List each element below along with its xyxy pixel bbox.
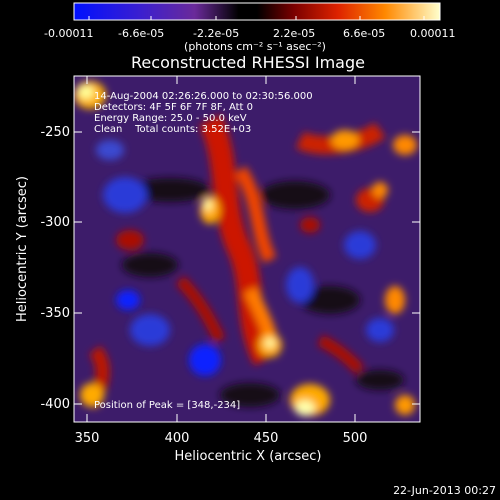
y-tick-label: -400 [40, 397, 70, 412]
colorbar-units-label: (photons cm⁻² s⁻¹ asec⁻²) [184, 40, 326, 53]
energy-range-annotation: Energy Range: 25.0 - 50.0 keV [94, 113, 247, 124]
colorbar-tick-label: 0.00011 [410, 27, 456, 40]
x-axis-ticks [86, 76, 356, 422]
y-axis-label: Heliocentric Y (arcsec) [15, 176, 30, 322]
x-tick-label: 350 [75, 431, 100, 446]
colorbar-tick-label: 2.2e-05 [273, 27, 315, 40]
time-range-annotation: 14-Aug-2004 02:26:26.000 to 02:30:56.000 [94, 91, 313, 102]
clean-counts-annotation: Clean Total counts: 3.52E+03 [94, 124, 251, 135]
x-tick-label: 450 [254, 431, 279, 446]
colorbar [73, 2, 441, 21]
y-tick-label: -300 [40, 215, 70, 230]
plot-title: Reconstructed RHESSI Image [131, 53, 365, 72]
colorbar-tick-label: 6.6e-05 [343, 27, 385, 40]
colorbar-tick-label: -6.6e-05 [118, 27, 164, 40]
y-tick-label: -350 [40, 306, 70, 321]
peak-position-annotation: Position of Peak = [348,-234] [94, 400, 240, 411]
y-axis-ticks [74, 131, 420, 405]
colorbar-tick-label: -2.2e-05 [193, 27, 239, 40]
detectors-annotation: Detectors: 4F 5F 6F 7F 8F, Att 0 [94, 102, 253, 113]
colorbar-ticks [88, 16, 425, 20]
plot-frame [73, 75, 421, 423]
solar-image [74, 76, 420, 422]
colorbar-tick-label: -0.00011 [44, 27, 93, 40]
y-tick-label: -250 [40, 125, 70, 140]
x-axis-label: Heliocentric X (arcsec) [175, 449, 322, 464]
footer-timestamp: 22-Jun-2013 00:27 [393, 484, 496, 497]
x-tick-label: 500 [343, 431, 368, 446]
x-tick-label: 400 [165, 431, 190, 446]
